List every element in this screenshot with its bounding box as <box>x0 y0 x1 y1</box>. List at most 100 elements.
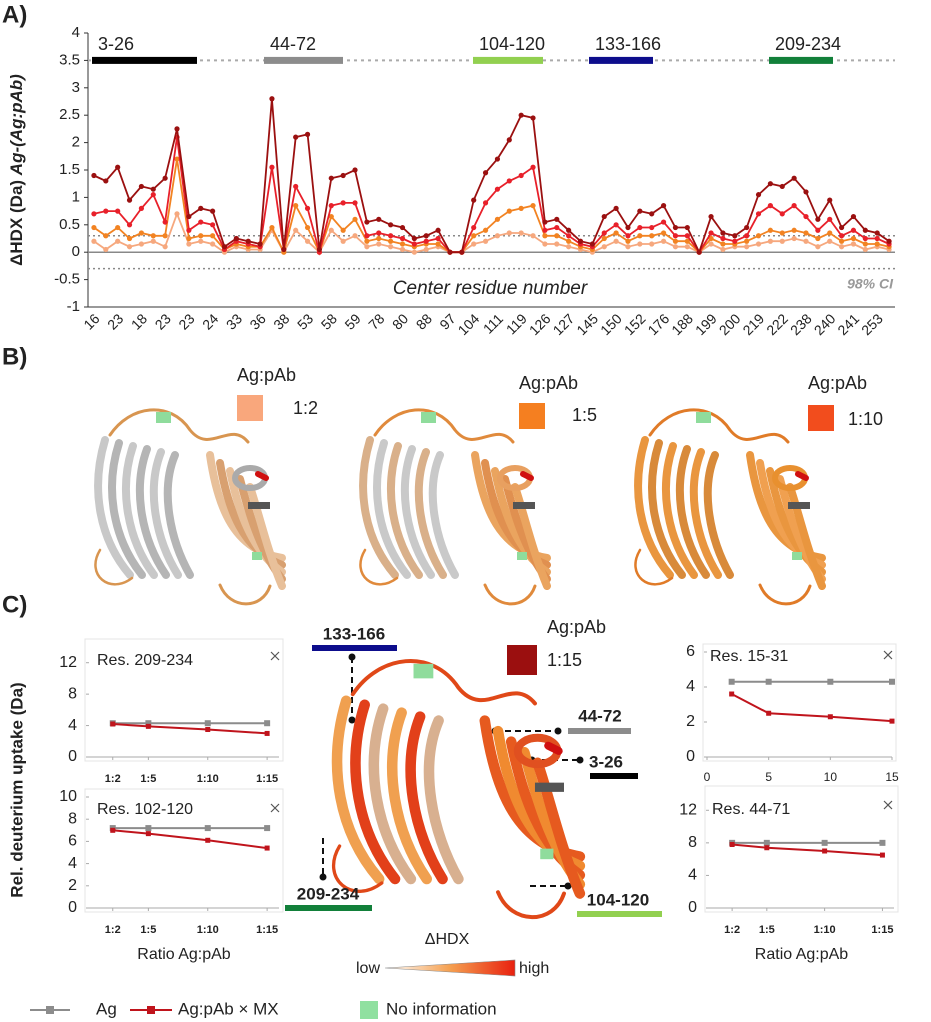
series-point <box>435 235 441 242</box>
series-point <box>889 678 895 685</box>
x-tick-label: 1:5 <box>140 924 156 936</box>
series-point <box>138 183 145 190</box>
x-tick-label: 104 <box>455 310 483 338</box>
series-point <box>838 224 845 231</box>
x-tick-label: 253 <box>858 310 886 338</box>
x-tick-label: 1:2 <box>724 924 740 936</box>
helix-accent <box>795 471 809 481</box>
series-point <box>352 167 358 173</box>
series-point <box>862 241 868 247</box>
beta-strand <box>532 757 586 899</box>
series-point <box>110 721 116 727</box>
series-point <box>566 233 572 239</box>
x-tick-label: 176 <box>644 310 672 338</box>
series-point <box>708 241 714 247</box>
no-info-patch <box>421 412 436 423</box>
beta-strand <box>368 703 417 885</box>
beta-strand <box>405 711 448 885</box>
beta-strand <box>689 448 722 579</box>
x-tick-label: 24 <box>199 310 221 332</box>
beta-strand <box>786 483 826 590</box>
series-point <box>126 222 133 228</box>
x-tick-label: 23 <box>175 310 197 332</box>
legend-swatch <box>507 645 537 675</box>
helix-accent <box>255 471 269 481</box>
series-point <box>435 227 441 233</box>
loop <box>94 548 134 586</box>
series-point <box>482 227 489 233</box>
series-point <box>764 845 770 851</box>
series-point <box>210 233 216 239</box>
legend-title: Ag:pAb <box>237 365 296 385</box>
beta-strand <box>350 699 401 885</box>
series-point <box>364 244 370 250</box>
series-point <box>672 244 679 250</box>
y-tick-label: 4 <box>68 717 77 734</box>
series-point <box>554 233 560 239</box>
series-point <box>791 175 797 181</box>
series-point <box>257 241 263 247</box>
series-point <box>293 203 299 209</box>
x-tick-label: 36 <box>246 310 268 332</box>
series-point <box>198 238 204 244</box>
series-point <box>874 230 880 236</box>
series-point <box>174 156 180 162</box>
x-tick-label: 111 <box>480 310 507 337</box>
series-point <box>530 233 536 239</box>
y-tick-label: 0.5 <box>59 216 80 233</box>
close-icon <box>270 651 280 661</box>
scale-wedge <box>384 959 516 977</box>
series-point <box>601 230 607 236</box>
series-point <box>340 238 346 244</box>
series-line <box>112 829 268 850</box>
legend-marker <box>46 1006 54 1014</box>
series-point <box>763 839 770 846</box>
series-point <box>728 678 735 685</box>
y-tick-label: 2 <box>72 134 80 151</box>
series-point <box>145 825 152 832</box>
series-point <box>471 197 477 203</box>
panel-label: B) <box>2 343 27 370</box>
series-point <box>293 134 299 140</box>
x-axis-title: Ratio Ag:pAb <box>755 946 849 963</box>
series-point <box>850 235 857 242</box>
beta-strand <box>108 439 146 579</box>
series-point <box>115 208 121 214</box>
series-point <box>471 224 477 231</box>
series-point <box>767 238 773 244</box>
series-point <box>205 727 211 732</box>
y-tick-label: 12 <box>59 654 77 671</box>
x-tick-label: 238 <box>787 310 815 338</box>
series-point <box>138 230 145 236</box>
series-point <box>625 238 631 244</box>
series-point <box>660 238 667 244</box>
scale-title: ΔHDX <box>425 931 470 948</box>
series-point <box>566 244 572 250</box>
y-tick-label: 10 <box>59 788 77 805</box>
series-point <box>210 208 216 214</box>
series-point <box>838 244 845 250</box>
series-point <box>838 238 845 244</box>
loop <box>648 408 790 444</box>
x-tick-label: 33 <box>223 310 245 332</box>
series-point <box>399 241 406 247</box>
series-point <box>755 233 762 239</box>
series-point <box>767 181 773 187</box>
series-point <box>340 200 346 206</box>
series-point <box>613 205 619 211</box>
x-tick-label: 152 <box>621 310 649 338</box>
series-point <box>684 244 690 250</box>
series-point <box>506 137 512 143</box>
legend-label: 1:5 <box>572 405 597 425</box>
series-point <box>388 238 394 244</box>
series-point <box>506 208 512 214</box>
loop <box>350 659 537 706</box>
x-tick-label: 1:10 <box>197 924 219 936</box>
y-tick-label: 0 <box>688 899 697 916</box>
series-point <box>518 112 524 118</box>
series-point <box>530 164 536 170</box>
x-tick-label: 18 <box>128 310 150 332</box>
series-point <box>827 230 833 236</box>
series-point <box>886 238 892 244</box>
